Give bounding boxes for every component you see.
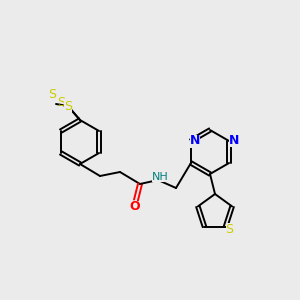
Text: O: O (130, 200, 140, 214)
Text: S: S (226, 223, 234, 236)
Text: N: N (190, 134, 200, 148)
Text: S: S (64, 100, 72, 112)
Text: N: N (229, 134, 239, 146)
Text: NH: NH (152, 172, 168, 182)
Text: S: S (57, 95, 65, 109)
Text: S: S (48, 88, 56, 101)
